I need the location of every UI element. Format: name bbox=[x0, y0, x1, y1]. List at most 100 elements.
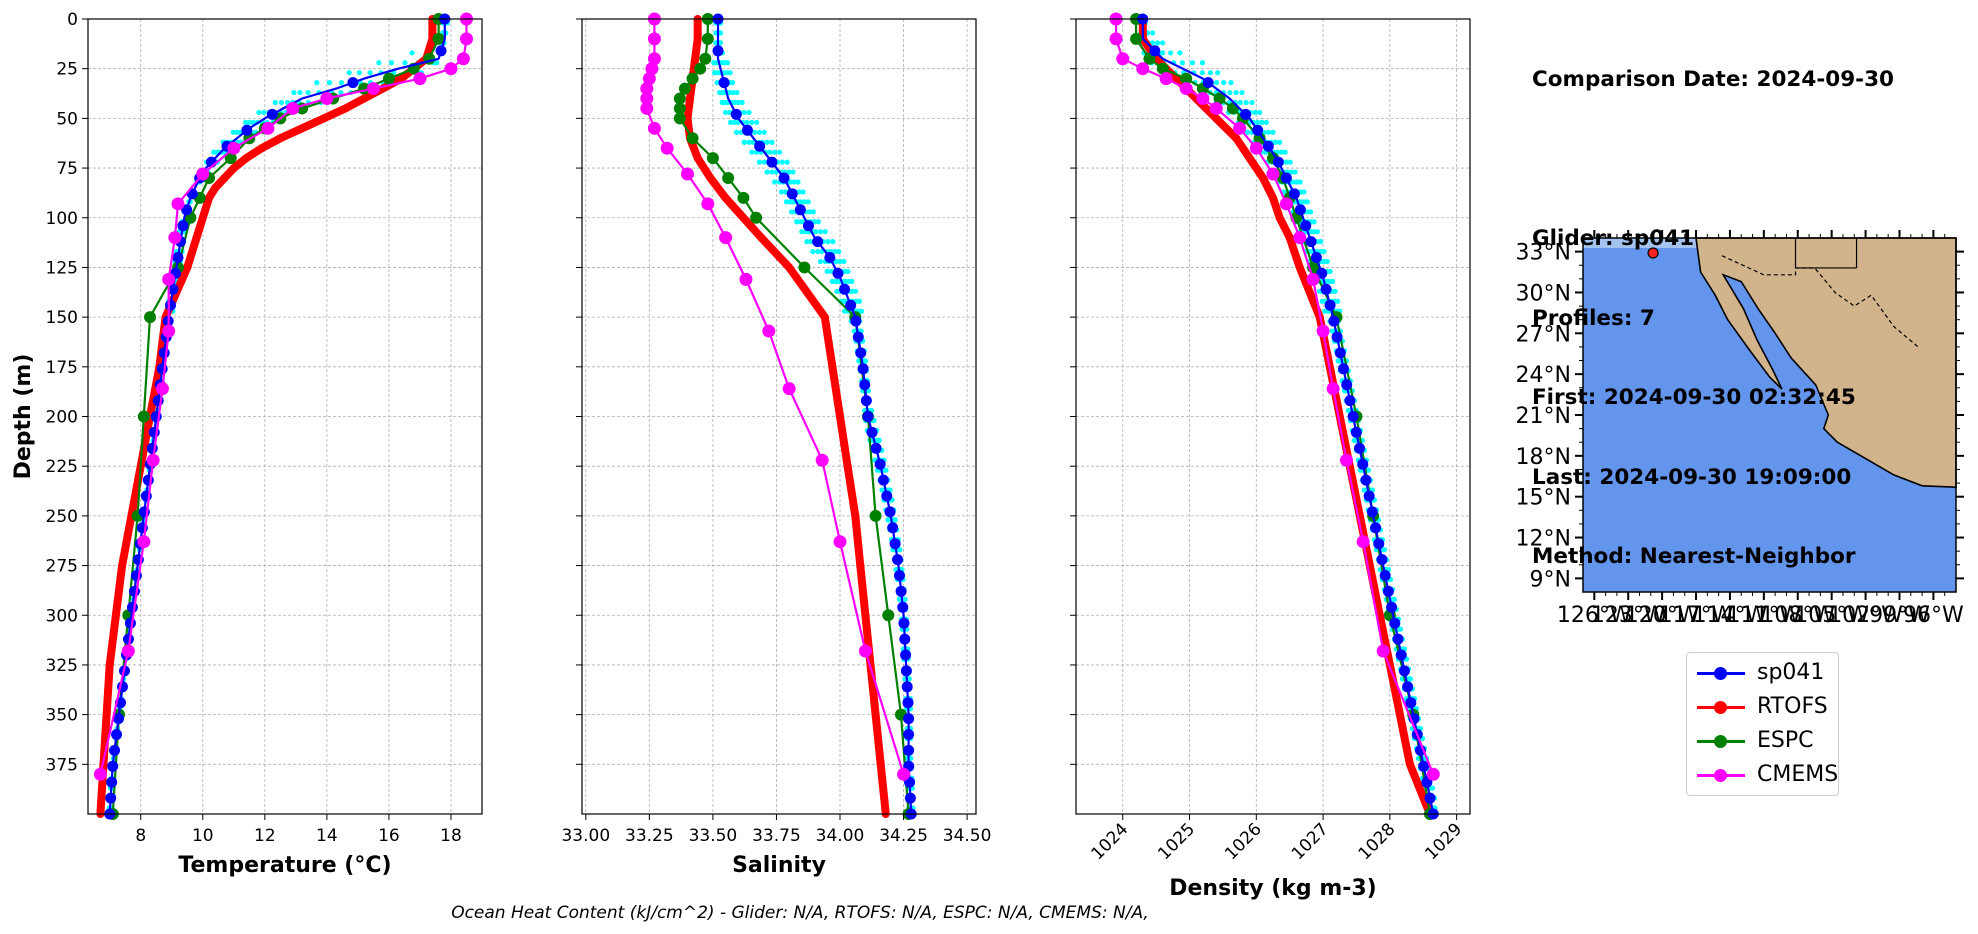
glider-point bbox=[806, 209, 813, 215]
series-marker bbox=[673, 112, 686, 125]
series-marker bbox=[1245, 154, 1254, 163]
series-marker bbox=[1295, 263, 1304, 272]
series-marker bbox=[857, 363, 869, 375]
series-marker bbox=[126, 601, 138, 613]
series-marker bbox=[1279, 197, 1293, 211]
series-marker bbox=[866, 426, 878, 438]
glider-point bbox=[1272, 139, 1278, 145]
series-marker bbox=[1300, 220, 1312, 232]
series-marker bbox=[1350, 426, 1362, 438]
glider-point bbox=[837, 258, 843, 265]
series-marker bbox=[1341, 379, 1353, 391]
lat-tick-label: 24°N bbox=[1516, 363, 1571, 388]
glider-point bbox=[830, 239, 836, 245]
glider-point bbox=[1293, 179, 1300, 185]
series-cmems bbox=[640, 12, 911, 781]
glider-point bbox=[1149, 40, 1156, 46]
x-tick-label: 33.75 bbox=[752, 826, 801, 846]
series-marker bbox=[241, 124, 253, 136]
glider-point bbox=[761, 129, 767, 135]
series-marker bbox=[640, 101, 654, 115]
series-marker bbox=[1424, 792, 1436, 804]
series-marker bbox=[762, 324, 776, 338]
series-marker bbox=[1109, 32, 1123, 46]
legend-label: sp041 bbox=[1757, 660, 1825, 685]
series-marker bbox=[678, 82, 691, 95]
glider-point bbox=[767, 149, 773, 155]
glider-point bbox=[297, 89, 303, 96]
series-marker bbox=[1310, 252, 1322, 263]
series-marker bbox=[1386, 601, 1398, 613]
series-marker bbox=[1285, 233, 1294, 242]
series-marker bbox=[852, 331, 864, 343]
x-tick-label: 1025 bbox=[1154, 819, 1199, 864]
glider-point bbox=[769, 139, 775, 145]
glider-point bbox=[801, 199, 808, 205]
y-tick-label: 225 bbox=[46, 457, 78, 477]
glider-point bbox=[1154, 40, 1161, 46]
series-marker bbox=[839, 283, 851, 295]
glider-point bbox=[810, 248, 816, 255]
series-marker bbox=[220, 174, 229, 182]
series-marker bbox=[93, 767, 107, 781]
series-marker bbox=[903, 713, 915, 725]
series-marker bbox=[647, 32, 661, 46]
glider-point bbox=[822, 229, 828, 235]
glider-point bbox=[906, 676, 912, 682]
y-tick-label: 0 bbox=[67, 10, 78, 30]
series-marker bbox=[144, 311, 157, 324]
series-marker bbox=[162, 324, 176, 338]
series-marker bbox=[1347, 411, 1359, 422]
glider-point bbox=[754, 119, 760, 125]
series-marker bbox=[876, 760, 885, 769]
series-marker bbox=[694, 62, 707, 75]
series-marker bbox=[898, 617, 910, 629]
series-marker bbox=[1360, 474, 1372, 486]
glider-point bbox=[856, 298, 862, 304]
series-marker bbox=[739, 213, 748, 222]
y-tick-label: 25 bbox=[56, 60, 78, 80]
series-espc bbox=[673, 13, 915, 820]
x-tick-label: 1026 bbox=[1221, 819, 1266, 864]
series-marker bbox=[1275, 213, 1284, 222]
glider-point bbox=[338, 80, 345, 86]
lat-tick-label: 18°N bbox=[1516, 445, 1571, 470]
series-marker bbox=[1179, 82, 1193, 96]
legend-item-sp041: sp041 bbox=[1695, 659, 1835, 689]
series-marker bbox=[1395, 649, 1407, 661]
series-marker bbox=[874, 458, 886, 470]
series-marker bbox=[871, 710, 880, 719]
series-marker bbox=[204, 193, 213, 202]
glider-point bbox=[1167, 50, 1174, 56]
glider-point bbox=[724, 60, 731, 66]
series-marker bbox=[862, 411, 874, 422]
location-map: 33°N 30°N 27°N 24°N 21°N 18°N 15°N 12°N 9°N 126°W… bbox=[1516, 230, 1964, 628]
series-marker bbox=[106, 776, 118, 788]
glider-point bbox=[1249, 99, 1255, 106]
lon-tick-label: 114°W bbox=[1693, 603, 1768, 628]
series-marker bbox=[730, 108, 742, 120]
x-tick-label: 18 bbox=[440, 826, 462, 846]
series-marker bbox=[1180, 72, 1193, 85]
series-marker bbox=[1130, 32, 1143, 45]
glider-point bbox=[1244, 129, 1251, 135]
method: Method: Nearest-Neighbor bbox=[1532, 544, 1856, 569]
glider-point bbox=[1397, 626, 1404, 632]
series-marker bbox=[224, 152, 237, 165]
series-marker bbox=[673, 102, 686, 115]
glider-point bbox=[902, 596, 908, 602]
glider-point bbox=[1149, 30, 1156, 36]
glider-point bbox=[739, 99, 745, 106]
series-marker bbox=[686, 94, 695, 103]
glider-point bbox=[291, 89, 297, 96]
lat-tick-label: 33°N bbox=[1516, 241, 1571, 266]
last-time: Last: 2024-09-30 19:09:00 bbox=[1532, 464, 1852, 490]
series-marker bbox=[1316, 324, 1330, 338]
glider-point bbox=[717, 30, 724, 36]
glider-point bbox=[1324, 258, 1330, 265]
series-marker bbox=[1226, 102, 1239, 115]
legend: sp041 RTOFS ESPC CMEMS bbox=[1686, 652, 1839, 796]
series-marker bbox=[196, 167, 210, 181]
series-marker bbox=[739, 272, 753, 286]
series-marker bbox=[892, 554, 904, 566]
